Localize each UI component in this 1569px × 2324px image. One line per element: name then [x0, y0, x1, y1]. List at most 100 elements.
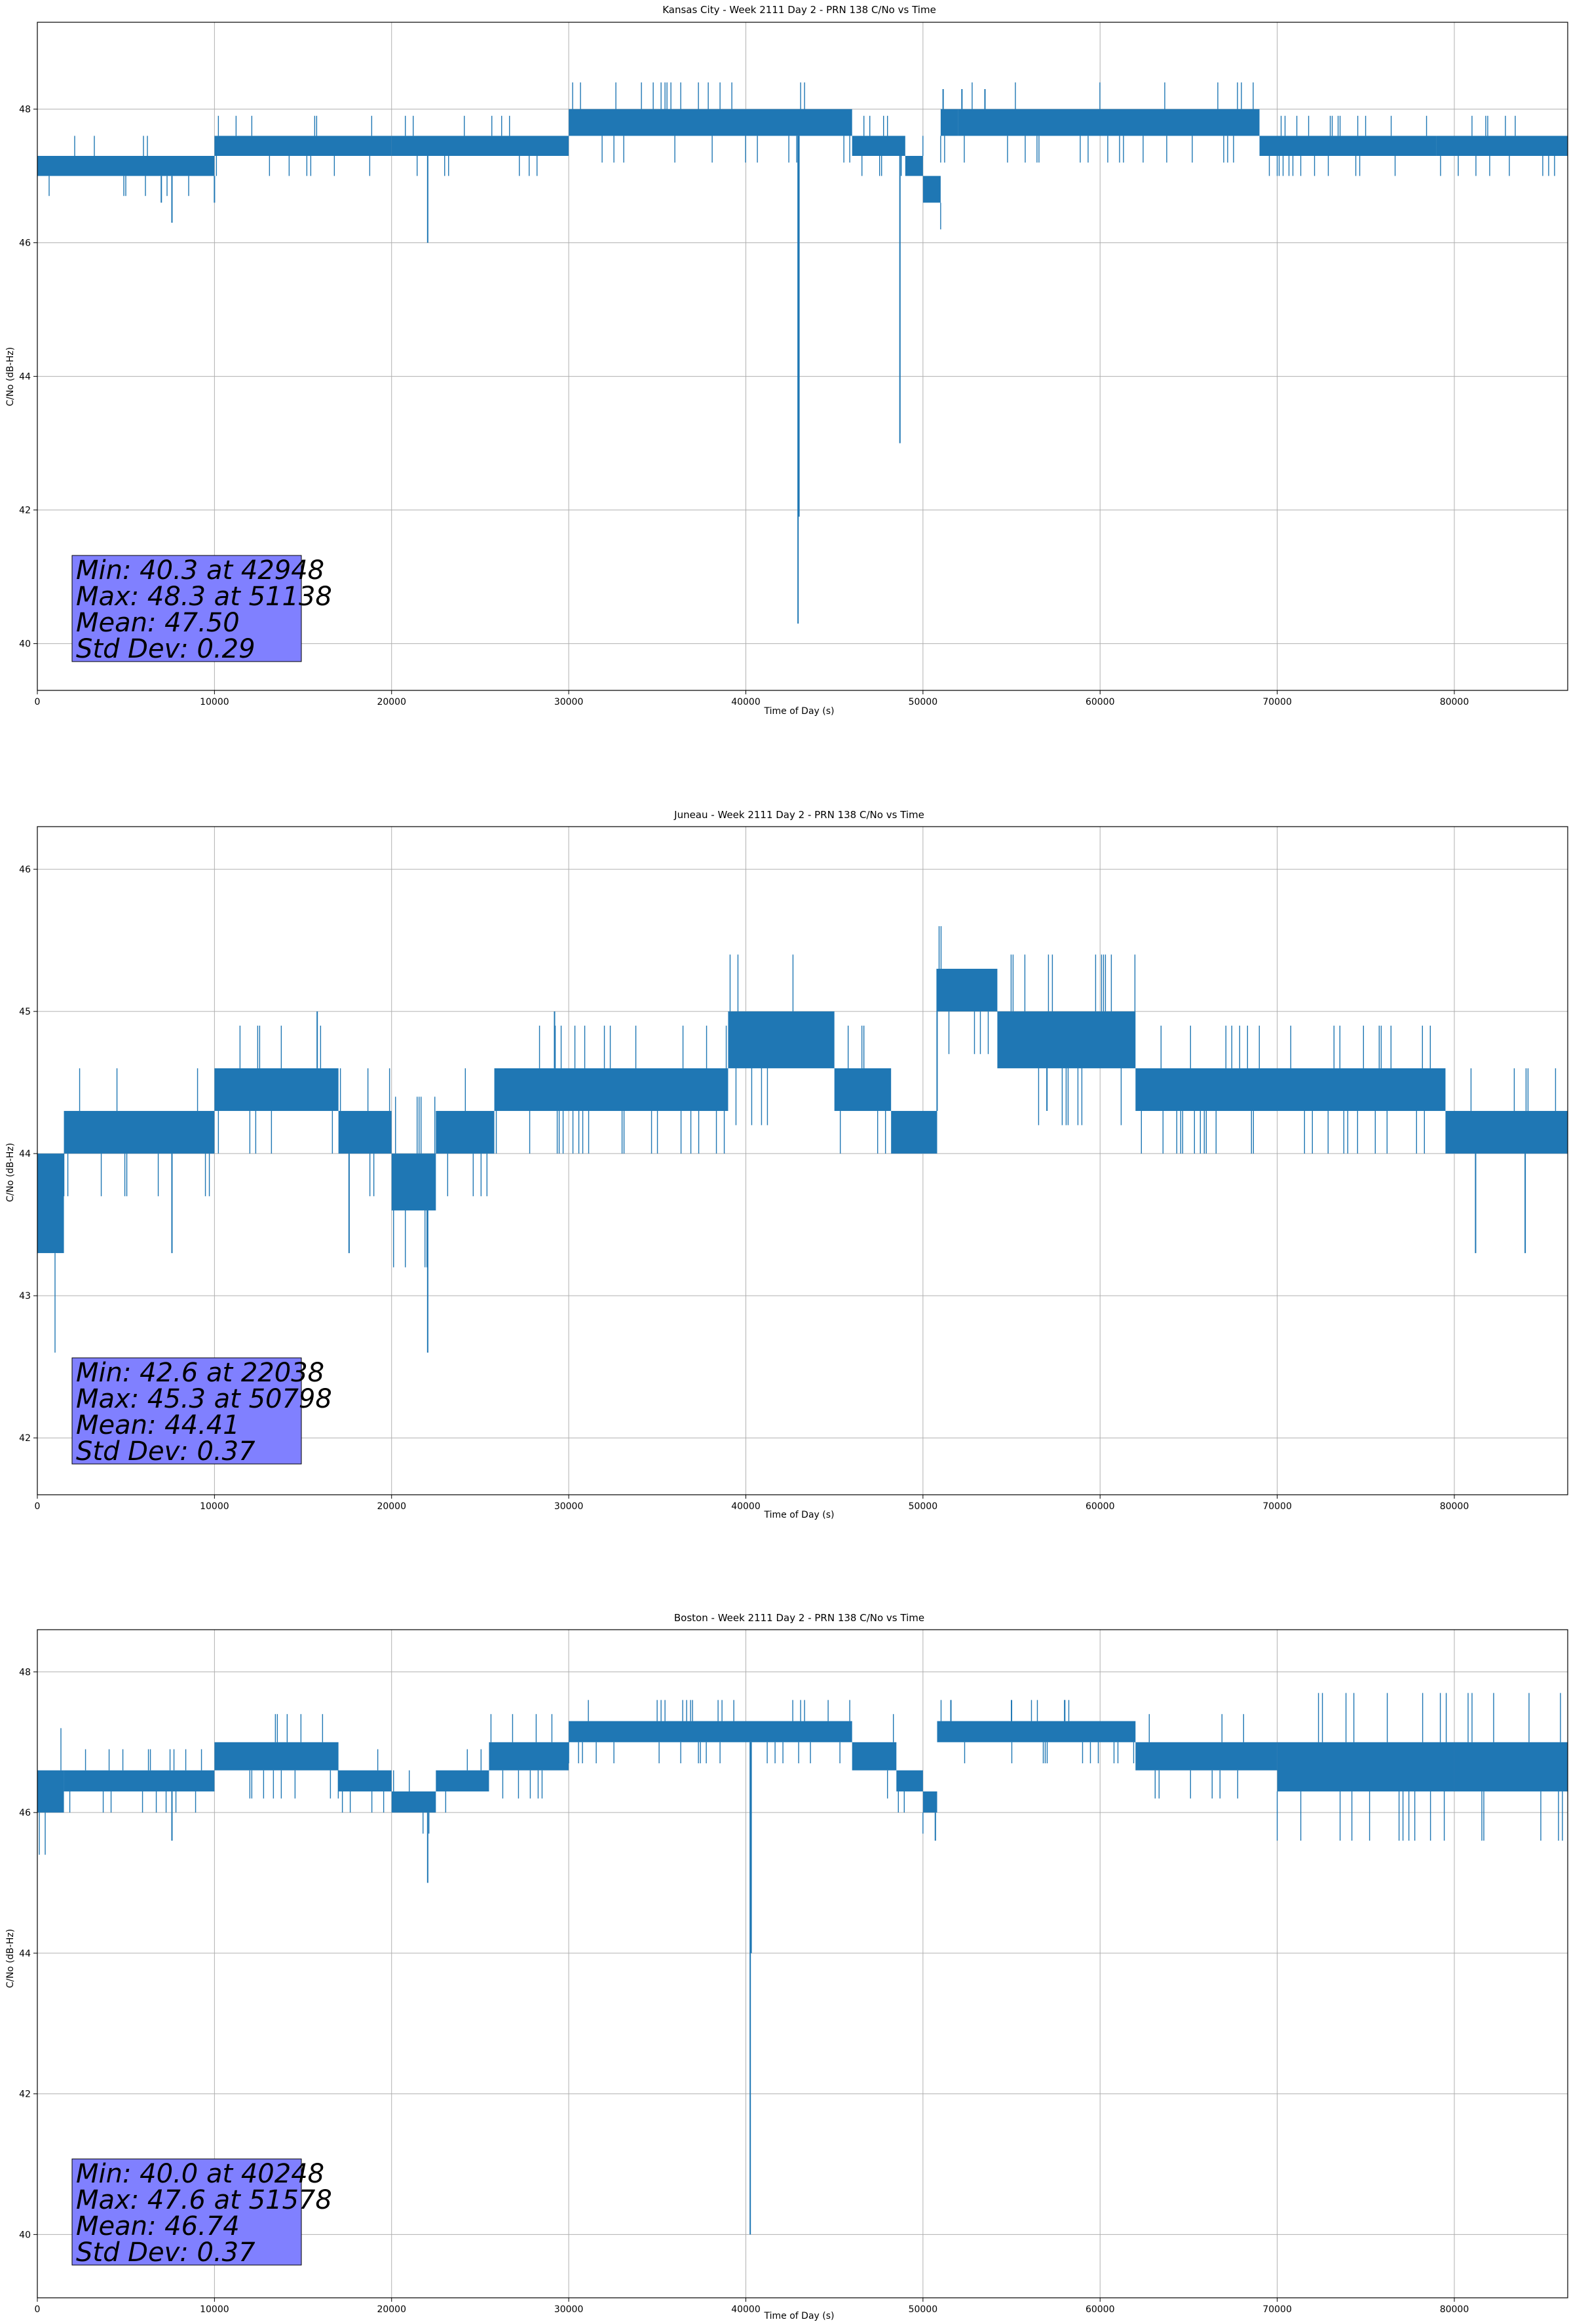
x-axis-label: Time of Day (s) [764, 2311, 835, 2321]
subplot-juneau: 0 10000 20000 30000 40000 50000 60000 70000 8000… [5, 809, 1568, 1520]
y-tick-label: 43 [19, 1291, 31, 1302]
x-tick-label: 50000 [909, 697, 938, 707]
data-band [391, 1153, 436, 1210]
stats-box: Min: 40.0 at 40248 Max: 47.6 at 51578 Me… [71, 2158, 332, 2268]
x-tick-label: 60000 [1086, 697, 1115, 707]
stats-min: Min: 40.3 at 42948 [76, 555, 324, 586]
x-tick-label: 20000 [377, 2304, 406, 2315]
chart-title: Kansas City - Week 2111 Day 2 - PRN 138 … [662, 4, 936, 16]
x-tick-label: 40000 [731, 697, 761, 707]
subplot-kansas-city: 0 10000 20000 30000 40000 50000 60000 70000 8000… [5, 4, 1568, 717]
y-tick-label: 48 [19, 105, 31, 115]
x-tick-label: 30000 [554, 1501, 584, 1512]
stats-mean: Mean: 47.50 [76, 608, 240, 638]
stats-max: Max: 45.3 at 50798 [76, 1384, 332, 1414]
y-axis-label: C/No (dB-Hz) [5, 1143, 16, 1202]
stats-max: Max: 48.3 at 51138 [76, 582, 332, 612]
data-band [922, 1791, 937, 1813]
y-tick-label: 40 [19, 2230, 31, 2240]
data-band [391, 1791, 436, 1813]
data-band [852, 1742, 897, 1771]
data-band [1454, 1742, 1568, 1791]
x-tick-label: 70000 [1262, 2304, 1292, 2315]
data-band [1259, 136, 1437, 156]
data-band [940, 109, 958, 136]
x-axis-label: Time of Day (s) [764, 706, 835, 717]
data-band [852, 136, 905, 156]
chart-title: Boston - Week 2111 Day 2 - PRN 138 C/No … [674, 1612, 924, 1624]
x-tick-label: 70000 [1262, 697, 1292, 707]
data-band [891, 1111, 937, 1154]
y-tick-label: 44 [19, 372, 31, 383]
x-tick-label: 0 [35, 1501, 41, 1512]
stats-mean: Mean: 46.74 [76, 2211, 240, 2241]
x-tick-label: 0 [35, 697, 41, 707]
x-tick-label: 60000 [1086, 2304, 1115, 2315]
x-tick-label: 80000 [1440, 697, 1469, 707]
data-band [958, 109, 1260, 136]
stats-max: Max: 47.6 at 51578 [76, 2185, 332, 2215]
series-line [37, 926, 1568, 1353]
stats-box-background [71, 2158, 302, 2266]
data-band [494, 1068, 728, 1112]
series-line [37, 82, 1568, 624]
data-band [489, 1742, 569, 1771]
data-band [37, 1770, 64, 1813]
axes-frame [37, 826, 1568, 1495]
stats-box: Min: 42.6 at 22038 Max: 45.3 at 50798 Me… [71, 1357, 332, 1467]
y-tick-label: 42 [19, 1433, 31, 1444]
y-tick-label: 44 [19, 1149, 31, 1159]
data-band [905, 156, 923, 176]
x-axis-label: Time of Day (s) [764, 1510, 835, 1520]
data-band [214, 1068, 339, 1112]
x-tick-label: 80000 [1440, 1501, 1469, 1512]
axes-frame [37, 22, 1568, 691]
plot-area-juneau: 0 10000 20000 30000 40000 50000 60000 70000 8000… [19, 826, 1568, 1512]
data-band [64, 1111, 215, 1154]
x-tick-label: 10000 [200, 1501, 229, 1512]
stats-box-background [71, 555, 302, 662]
data-band [937, 1721, 1136, 1742]
data-band [569, 1721, 852, 1742]
x-tick-label: 40000 [731, 2304, 761, 2315]
data-band [922, 176, 941, 203]
x-tick-label: 0 [35, 2304, 41, 2315]
stats-box: Min: 40.3 at 42948 Max: 48.3 at 51138 Me… [71, 555, 332, 664]
data-band [1135, 1068, 1446, 1112]
chart-title: Juneau - Week 2111 Day 2 - PRN 138 C/No … [673, 809, 924, 821]
stats-mean: Mean: 44.41 [76, 1410, 240, 1440]
y-tick-label: 44 [19, 1949, 31, 1959]
x-tick-label: 50000 [909, 2304, 938, 2315]
plot-area-kansas-city: 0 10000 20000 30000 40000 50000 60000 70000 8000… [19, 22, 1568, 707]
subplot-boston: 0 10000 20000 30000 40000 50000 60000 70000 8000… [5, 1612, 1568, 2321]
y-tick-label: 45 [19, 1007, 31, 1017]
data-band [338, 1111, 392, 1154]
data-band [1445, 1111, 1568, 1154]
y-tick-label: 42 [19, 2090, 31, 2100]
axes-frame [37, 1629, 1568, 2298]
data-band [997, 1011, 1136, 1068]
data-band [834, 1068, 892, 1112]
x-tick-label: 10000 [200, 697, 229, 707]
data-band [391, 136, 569, 156]
data-band [436, 1770, 489, 1791]
data-band [37, 1153, 64, 1254]
x-tick-label: 40000 [731, 1501, 761, 1512]
y-axis-label: C/No (dB-Hz) [5, 1929, 16, 1988]
data-band [436, 1111, 495, 1154]
data-band [338, 1770, 392, 1791]
stats-std-dev: Std Dev: 0.37 [76, 1436, 255, 1467]
data-band [569, 109, 852, 136]
y-tick-label: 46 [19, 238, 31, 249]
y-tick-label: 48 [19, 1667, 31, 1677]
x-tick-label: 20000 [377, 697, 406, 707]
y-tick-label: 46 [19, 1808, 31, 1818]
stats-min: Min: 42.6 at 22038 [76, 1358, 324, 1388]
x-tick-label: 30000 [554, 2304, 584, 2315]
stats-min: Min: 40.0 at 40248 [76, 2159, 324, 2189]
x-tick-label: 60000 [1086, 1501, 1115, 1512]
data-band [214, 1742, 339, 1771]
data-band [896, 1770, 923, 1791]
